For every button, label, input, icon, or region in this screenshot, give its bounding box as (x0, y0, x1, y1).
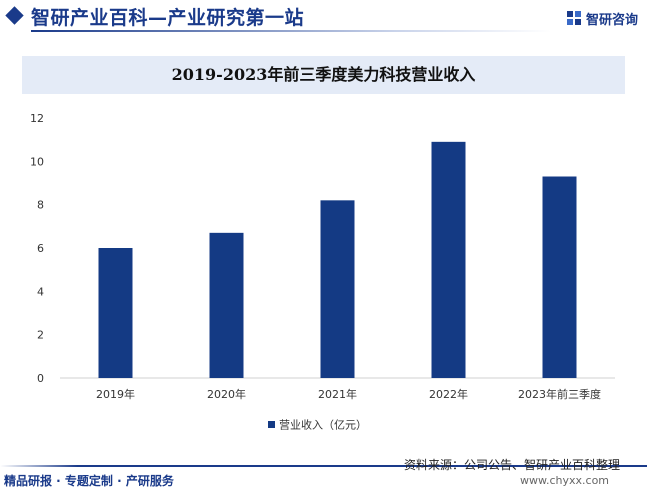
bar-chart: 0 2 4 6 8 10 12 2019年 2020年 2021年 2022年 2023年前三季度 (30, 112, 615, 401)
website-url: www.chyxx.com (520, 474, 610, 487)
bar (209, 232, 244, 378)
x-tick-label: 2020年 (207, 387, 246, 401)
legend: 营业收入（亿元） (268, 414, 367, 432)
x-tick-label: 2023年前三季度 (518, 387, 601, 401)
bar (431, 141, 466, 378)
y-tick-label: 2 (37, 329, 44, 342)
bar (98, 248, 133, 378)
legend-label: 营业收入（亿元） (279, 418, 367, 432)
y-tick-label: 0 (37, 372, 44, 385)
chart-title-band: 2019-2023年前三季度美力科技营业收入 (22, 56, 625, 94)
footer-tagline: 精品研报 · 专题定制 · 产研服务 (4, 474, 174, 488)
y-tick-label: 10 (30, 155, 44, 168)
diamond-icon (5, 6, 24, 25)
header: 智研产业百科—产业研究第一站 智研咨询 (0, 0, 647, 40)
x-tick-label: 2019年 (96, 387, 135, 401)
y-tick-label: 4 (37, 285, 44, 298)
y-tick-label: 6 (37, 242, 44, 255)
chart-title: 2019-2023年前三季度美力科技营业收入 (171, 65, 476, 84)
legend-swatch (268, 421, 275, 428)
y-tick-label: 8 (37, 199, 44, 212)
x-tick-label: 2022年 (429, 387, 468, 401)
y-tick-label: 12 (30, 112, 44, 125)
source-note: 资料来源：公司公告、智研产业百科整理 (404, 458, 621, 472)
header-title: 智研产业百科—产业研究第一站 (31, 7, 305, 29)
brand-icon (567, 11, 581, 25)
x-tick-label: 2021年 (318, 387, 357, 401)
bar (542, 176, 577, 378)
brand-name: 智研咨询 (586, 13, 639, 28)
bar (320, 200, 355, 378)
header-divider (31, 30, 551, 32)
footer-divider (0, 465, 647, 467)
